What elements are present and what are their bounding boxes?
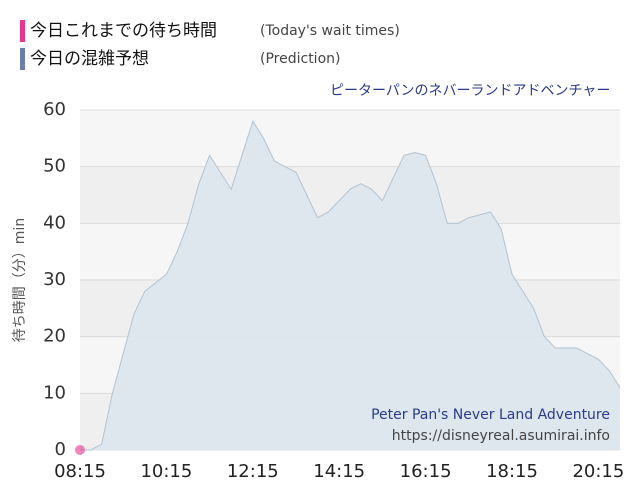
x-tick-label: 16:15: [400, 461, 452, 482]
x-tick-label: 12:15: [227, 461, 279, 482]
y-tick-label: 10: [43, 382, 66, 403]
y-tick-label: 0: [55, 439, 66, 460]
y-tick-label: 50: [43, 156, 66, 177]
y-tick-label: 60: [43, 99, 66, 120]
prediction-line: [80, 120, 621, 451]
today-point: [75, 445, 85, 455]
y-axis-label: 待ち時間（分）min: [12, 218, 28, 342]
annotation: https://disneyreal.asumirai.info: [392, 428, 610, 444]
y-tick-label: 20: [43, 326, 66, 347]
legend-label: 今日の混雑予想: [30, 49, 149, 69]
x-tick-label: 10:15: [140, 461, 192, 482]
y-tick-label: 30: [43, 269, 66, 290]
x-tick-label: 14:15: [313, 461, 365, 482]
y-tick-label: 40: [43, 212, 66, 233]
annotation: Peter Pan's Never Land Adventure: [371, 407, 610, 423]
chart-subtitle: ピーターパンのネバーランドアドベンチャー: [330, 83, 610, 99]
x-tick-label: 18:15: [486, 461, 538, 482]
legend-note: (Prediction): [260, 51, 340, 67]
x-tick-label: 08:15: [54, 461, 106, 482]
legend-swatch: [20, 20, 25, 42]
legend-swatch: [20, 48, 25, 70]
legend-note: (Today's wait times): [260, 23, 400, 39]
legend-label: 今日これまでの待ち時間: [30, 21, 217, 41]
x-tick-label: 20:15: [572, 461, 624, 482]
prediction-area: [80, 121, 620, 450]
